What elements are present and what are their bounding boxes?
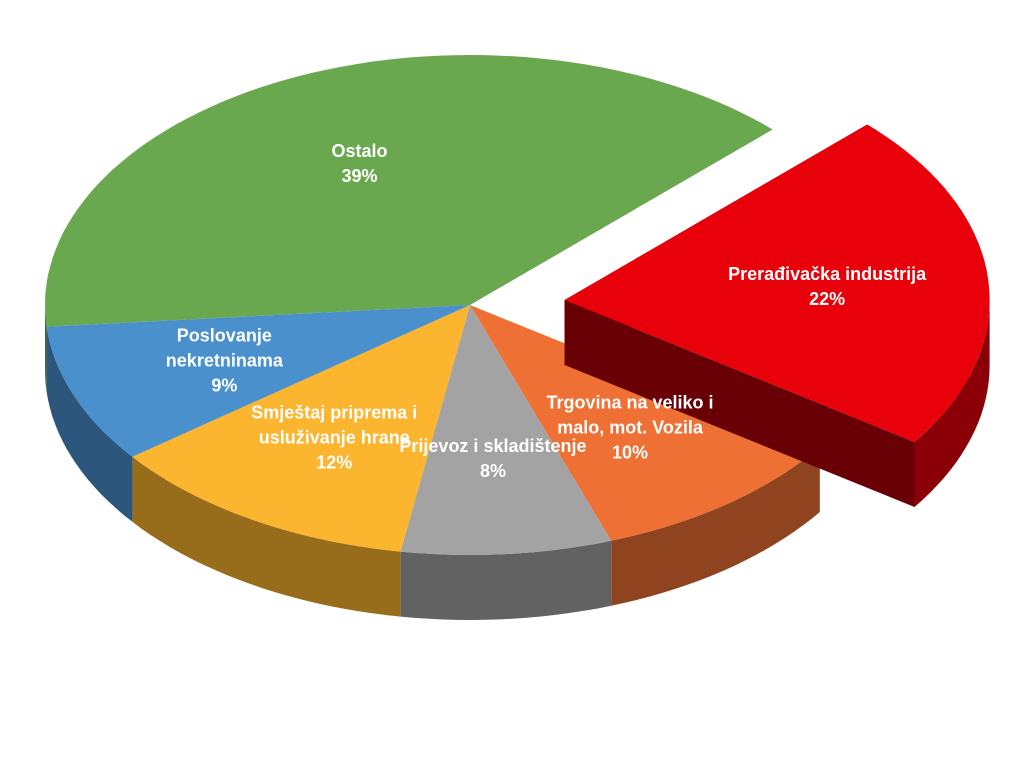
slice	[564, 124, 990, 507]
slice-top	[45, 55, 773, 327]
value-label: 12%	[316, 452, 353, 473]
category-name: Smještaj priprema i usluživanje hrane	[251, 402, 418, 448]
category-name: Prerađivačka industrija	[728, 263, 927, 284]
category-name: Prijevoz i skladištenje	[399, 436, 587, 457]
slice	[470, 305, 820, 606]
value-label: 39%	[341, 166, 378, 187]
slice-label: Prerađivačka industrija 22%	[727, 262, 927, 312]
category-name: Ostalo	[331, 141, 388, 162]
category-name: Poslovanje nekretninama	[165, 325, 283, 371]
slice	[45, 55, 773, 392]
slice-face	[564, 300, 915, 507]
slice-side	[611, 447, 820, 606]
slice	[132, 305, 470, 617]
slice	[46, 305, 470, 522]
slice-side	[914, 300, 990, 507]
slice-label: Prijevoz i skladištenje 8%	[393, 434, 593, 484]
value-label: 22%	[809, 288, 846, 309]
slice-top	[132, 305, 470, 552]
value-label: 10%	[612, 442, 649, 463]
slice-label: Ostalo 39%	[259, 139, 459, 189]
slice-side	[46, 326, 133, 522]
slice	[400, 305, 612, 620]
slice-side	[132, 456, 401, 617]
value-label: 9%	[211, 375, 238, 396]
slice-side	[45, 305, 47, 392]
slice-label: Smještaj priprema i usluživanje hrane 12%	[234, 400, 434, 475]
slice-label: Poslovanje nekretninama 9%	[124, 324, 324, 399]
slice-top	[564, 124, 990, 442]
slice-top	[400, 305, 612, 555]
value-label: 8%	[479, 461, 506, 482]
slice-side	[400, 540, 612, 620]
category-name: Trgovina na veliko i malo, mot. Vozila	[546, 392, 714, 438]
slice-label: Trgovina na veliko i malo, mot. Vozila 10…	[530, 391, 730, 466]
slice-top	[46, 305, 470, 457]
slice-top	[470, 305, 820, 541]
